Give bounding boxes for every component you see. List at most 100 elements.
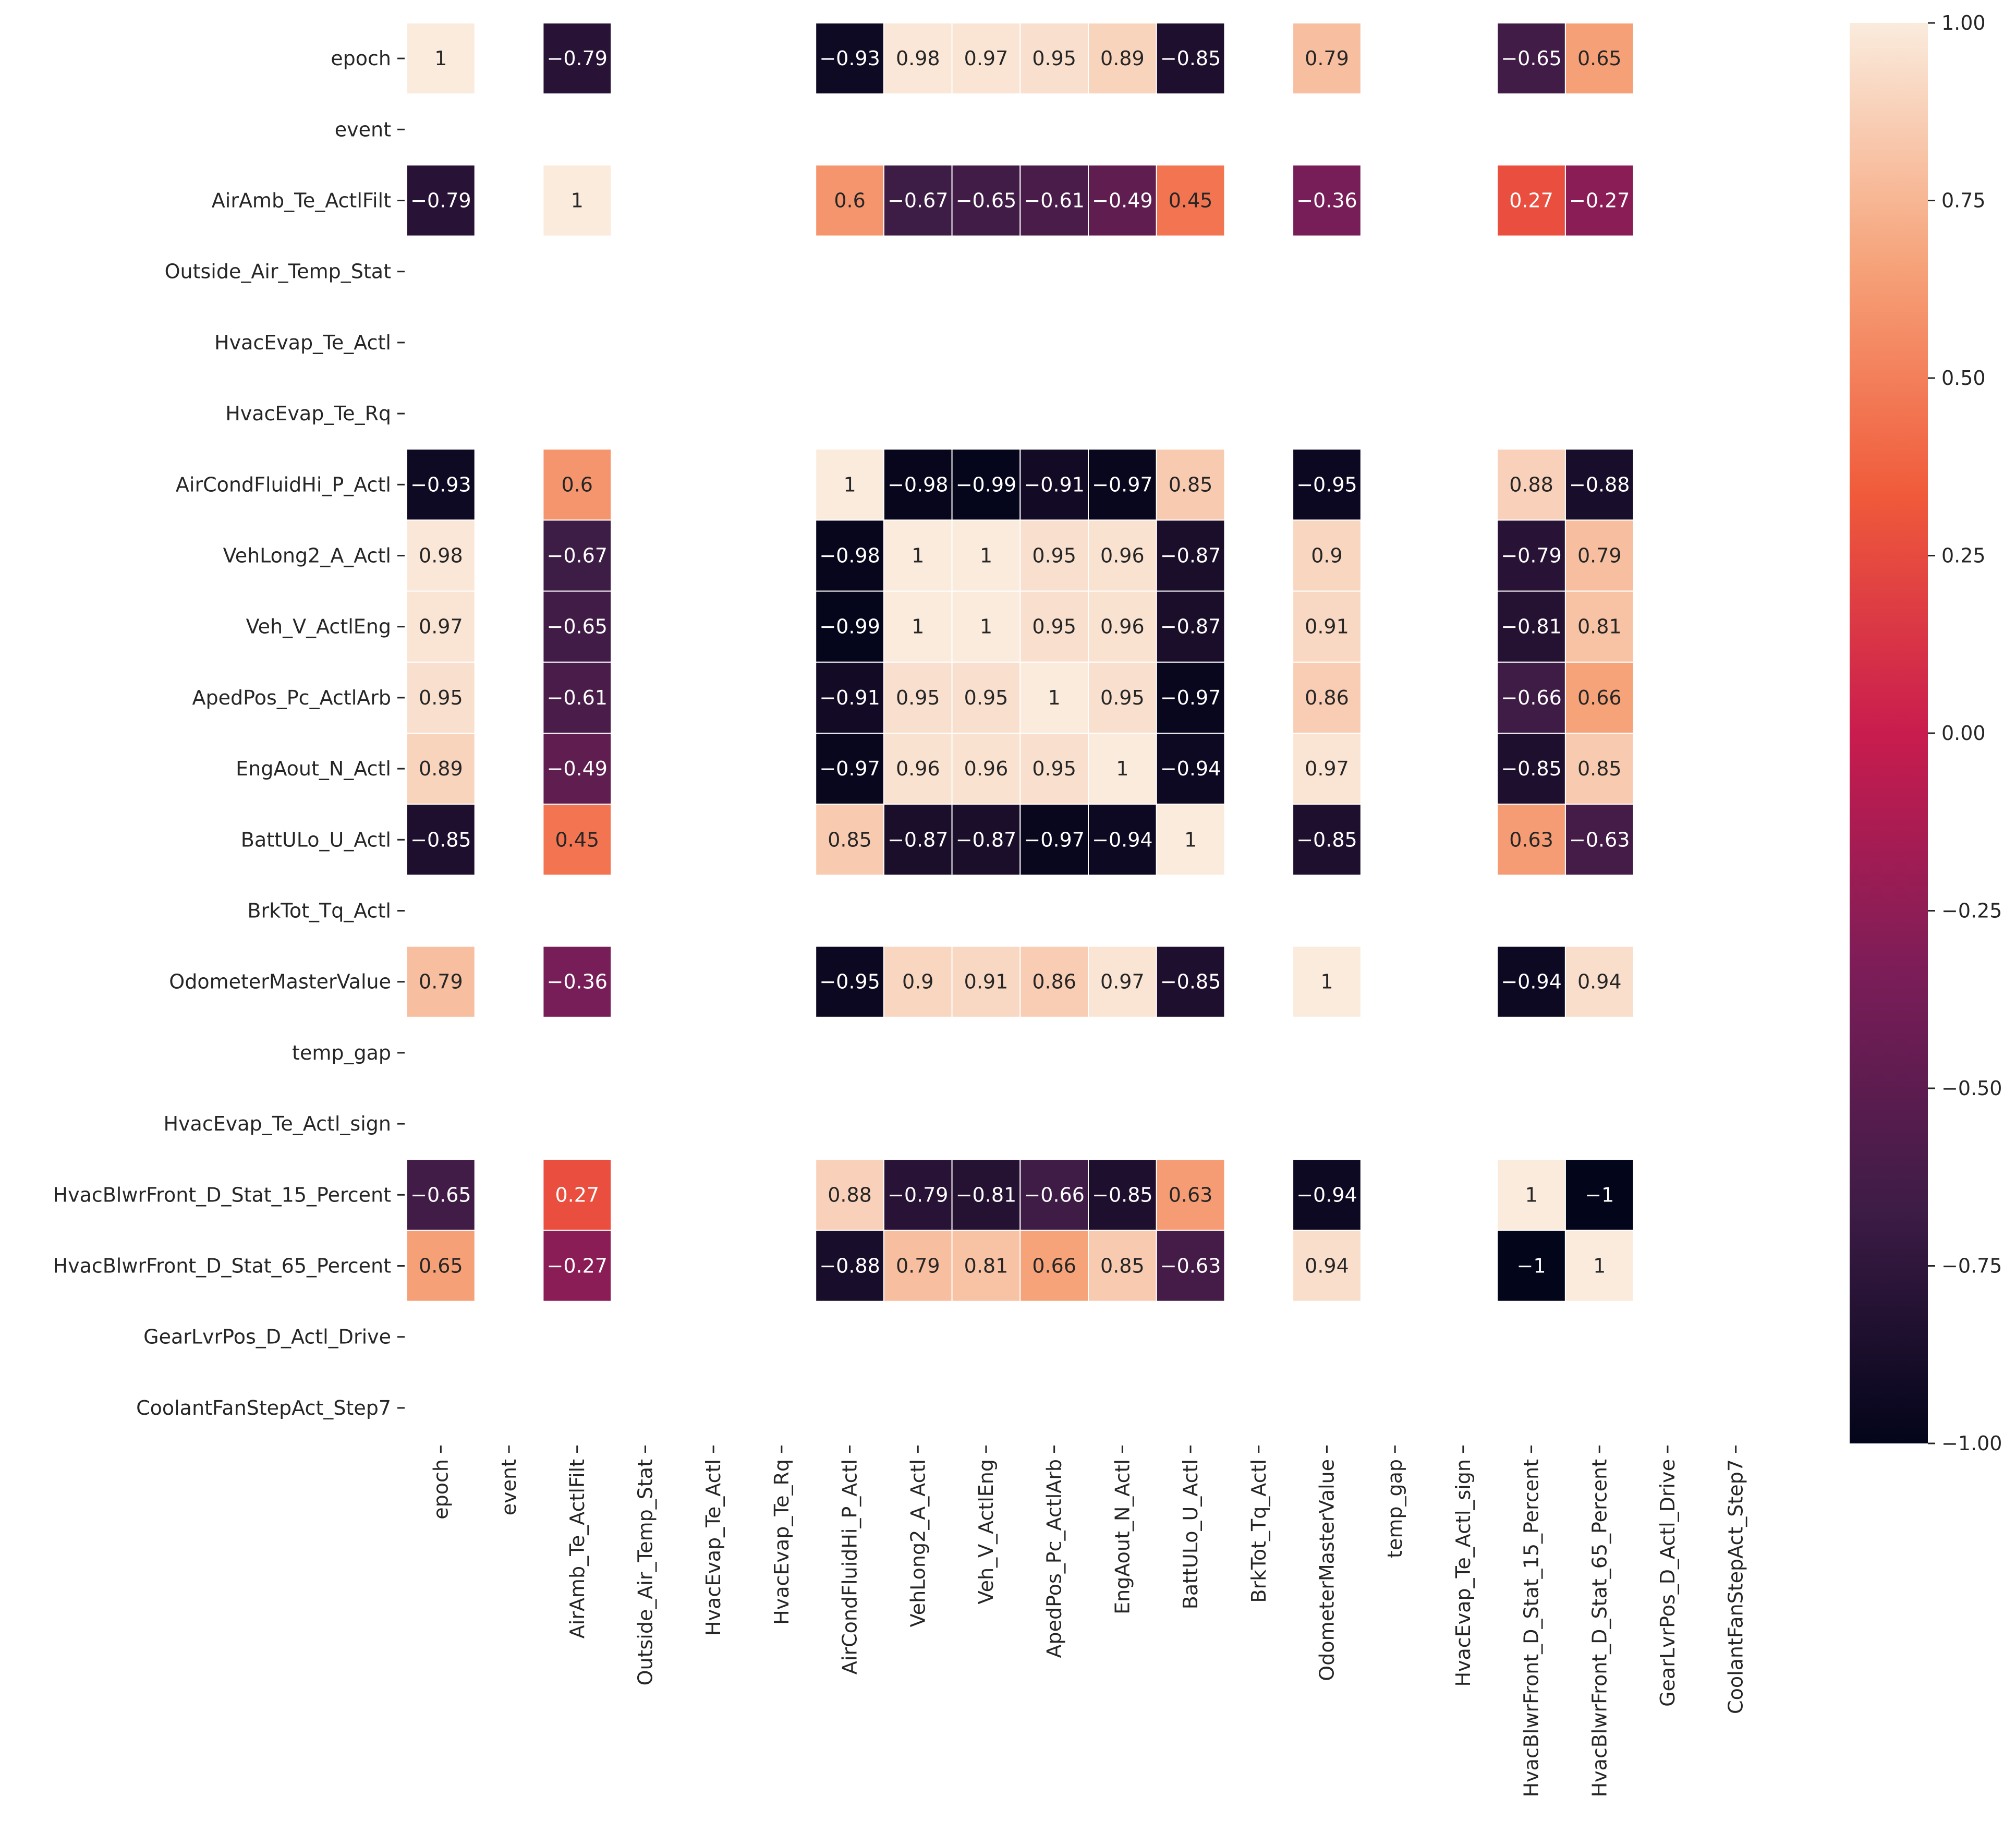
cell-annotation: 0.96 (896, 757, 940, 780)
y-tick-label-epoch: epoch (331, 47, 391, 70)
cell-annotation: 0.95 (1100, 686, 1145, 709)
heatmap-cell-hvacblwrfront-d-stat-65-percent-epoch (406, 1230, 476, 1302)
cell-annotation: −0.94 (1296, 1183, 1357, 1206)
cell-annotation: 0.95 (419, 686, 463, 709)
cell-annotation: 0.96 (1100, 544, 1145, 567)
heatmap-cell-epoch-vehlong2-a-actl (883, 22, 953, 95)
y-tick-label-outside-air-temp-stat: Outside_Air_Temp_Stat (165, 260, 391, 283)
cell-annotation: 0.79 (1577, 544, 1622, 567)
cell-annotation: 0.95 (1032, 757, 1076, 780)
cell-annotation: −0.85 (1160, 47, 1221, 70)
cell-annotation: −0.63 (1160, 1255, 1221, 1278)
heatmap-cell-vehlong2-a-actl-odometermastervalue (1292, 519, 1362, 592)
heatmap-cell-vehlong2-a-actl-battulo-u-actl (1156, 519, 1225, 592)
heatmap-cell-vehlong2-a-actl-veh-v-actleng (951, 519, 1021, 592)
cell-annotation: 0.45 (1169, 189, 1213, 212)
cell-annotation: −0.65 (1501, 47, 1561, 70)
x-tick-label-apedpos-pc-actlarb: ApedPos_Pc_ActlArb (1043, 1459, 1066, 1658)
heatmap-cell-battulo-u-actl-veh-v-actleng (951, 804, 1021, 876)
heatmap-cell-veh-v-actleng-engaout-n-actl (1088, 590, 1157, 663)
cell-annotation: 0.94 (1577, 970, 1622, 993)
heatmap-cell-hvacblwrfront-d-stat-65-percent-hvacblwrfront-d-stat-65-percent (1564, 1230, 1634, 1302)
cell-annotation: −0.27 (1569, 189, 1630, 212)
heatmap-cell-hvacblwrfront-d-stat-65-percent-aircondfluidhi-p-actl (815, 1230, 884, 1302)
heatmap-cells: 1 −0.79 −0.93 0.98 0.97 0.95 0.89 −0.85 0.79 −0.6… (406, 22, 1634, 1302)
heatmap-cell-epoch-odometermastervalue (1292, 22, 1362, 95)
colorbar-tick-label: 1.00 (1941, 11, 1986, 34)
heatmap-cell-apedpos-pc-actlarb-hvacblwrfront-d-stat-15-percent (1497, 661, 1566, 734)
colorbar-tick-label: −0.25 (1941, 900, 2002, 922)
cell-annotation: −0.66 (1501, 686, 1561, 709)
cell-annotation: −0.49 (547, 757, 608, 780)
x-tick-label-temp-gap: temp_gap (1383, 1459, 1406, 1558)
y-tick-label-event: event (335, 118, 391, 141)
cell-annotation: −0.94 (1092, 828, 1152, 851)
heatmap-cell-hvacblwrfront-d-stat-65-percent-engaout-n-actl (1088, 1230, 1157, 1302)
cell-annotation: −0.91 (1024, 473, 1084, 496)
cell-annotation: 1 (912, 615, 924, 638)
heatmap-cell-airamb-te-actlfilt-veh-v-actleng (951, 164, 1021, 237)
heatmap-cell-apedpos-pc-actlarb-engaout-n-actl (1088, 661, 1157, 734)
cell-annotation: 1 (980, 544, 992, 567)
cell-annotation: 0.95 (1032, 544, 1076, 567)
cell-annotation: −0.88 (819, 1255, 880, 1278)
x-tick-label-odometermastervalue: OdometerMasterValue (1315, 1459, 1338, 1681)
cell-annotation: −0.94 (1160, 757, 1221, 780)
heatmap-cell-hvacblwrfront-d-stat-15-percent-engaout-n-actl (1088, 1159, 1157, 1231)
heatmap-cell-engaout-n-actl-apedpos-pc-actlarb (1019, 733, 1089, 805)
cell-annotation: 0.65 (419, 1255, 463, 1278)
cell-annotation: −0.88 (1569, 473, 1630, 496)
heatmap-cell-veh-v-actleng-odometermastervalue (1292, 590, 1362, 663)
cell-annotation: −0.87 (888, 828, 948, 851)
heatmap-cell-hvacblwrfront-d-stat-15-percent-battulo-u-actl (1156, 1159, 1225, 1231)
heatmap-cell-engaout-n-actl-hvacblwrfront-d-stat-65-percent (1564, 733, 1634, 805)
cell-annotation: 0.65 (1577, 47, 1622, 70)
cell-annotation: 0.45 (555, 828, 599, 851)
heatmap-cell-apedpos-pc-actlarb-apedpos-pc-actlarb (1019, 661, 1089, 734)
heatmap-cell-vehlong2-a-actl-apedpos-pc-actlarb (1019, 519, 1089, 592)
y-tick-label-apedpos-pc-actlarb: ApedPos_Pc_ActlArb (192, 686, 391, 709)
cell-annotation: 0.89 (419, 757, 463, 780)
cell-annotation: −0.27 (547, 1255, 608, 1278)
heatmap-cell-hvacblwrfront-d-stat-65-percent-odometermastervalue (1292, 1230, 1362, 1302)
x-tick-label-event: event (497, 1459, 520, 1515)
cell-annotation: 1 (1525, 1183, 1537, 1206)
cell-annotation: 0.79 (419, 970, 463, 993)
heatmap-cell-veh-v-actleng-vehlong2-a-actl (883, 590, 953, 663)
y-tick-label-hvacevap-te-actl-sign: HvacEvap_Te_Actl_sign (163, 1112, 391, 1135)
y-tick-label-aircondfluidhi-p-actl: AirCondFluidHi_P_Actl (176, 473, 391, 496)
colorbar-gradient (1850, 23, 1928, 1443)
x-tick-label-epoch: epoch (429, 1459, 452, 1520)
x-axis-tick-labels: epoch event AirAmb_Te_ActlFilt Outside_Air_… (429, 1446, 1747, 1798)
heatmap-cell-epoch-hvacblwrfront-d-stat-65-percent (1564, 22, 1634, 95)
y-tick-label-temp-gap: temp_gap (292, 1041, 391, 1064)
heatmap-cell-epoch-battulo-u-actl (1156, 22, 1225, 95)
heatmap-cell-apedpos-pc-actlarb-airamb-te-actlfilt (542, 661, 612, 734)
cell-annotation: −0.66 (1024, 1183, 1084, 1206)
heatmap-cell-engaout-n-actl-veh-v-actleng (951, 733, 1021, 805)
cell-annotation: −0.98 (888, 473, 948, 496)
cell-annotation: 0.63 (1169, 1183, 1213, 1206)
cell-annotation: −0.97 (819, 757, 880, 780)
cell-annotation: −0.97 (1160, 686, 1221, 709)
heatmap-cell-vehlong2-a-actl-hvacblwrfront-d-stat-15-percent (1497, 519, 1566, 592)
x-tick-label-veh-v-actleng: Veh_V_ActlEng (975, 1459, 998, 1604)
x-tick-label-coolantfanstepact-step7: CoolantFanStepAct_Step7 (1724, 1459, 1747, 1714)
x-tick-label-engaout-n-actl: EngAout_N_Actl (1111, 1459, 1134, 1614)
y-axis-tick-labels: epoch event AirAmb_Te_ActlFilt Outside_Air_… (53, 47, 405, 1419)
cell-annotation: −0.85 (410, 828, 471, 851)
heatmap-cell-hvacblwrfront-d-stat-65-percent-battulo-u-actl (1156, 1230, 1225, 1302)
cell-annotation: −0.61 (547, 686, 608, 709)
x-tick-label-hvacevap-te-actl: HvacEvap_Te_Actl (702, 1459, 725, 1636)
cell-annotation: 0.85 (1169, 473, 1213, 496)
cell-annotation: −0.98 (819, 544, 880, 567)
heatmap-cell-odometermastervalue-apedpos-pc-actlarb (1019, 945, 1089, 1018)
heatmap-cell-odometermastervalue-hvacblwrfront-d-stat-65-percent (1564, 945, 1634, 1018)
heatmap-cell-hvacblwrfront-d-stat-15-percent-vehlong2-a-actl (883, 1159, 953, 1231)
cell-annotation: 0.97 (964, 47, 1009, 70)
cell-annotation: 0.27 (555, 1183, 599, 1206)
heatmap-cell-aircondfluidhi-p-actl-hvacblwrfront-d-stat-15-percent (1497, 448, 1566, 521)
colorbar-tick-label: 0.25 (1941, 544, 1986, 567)
